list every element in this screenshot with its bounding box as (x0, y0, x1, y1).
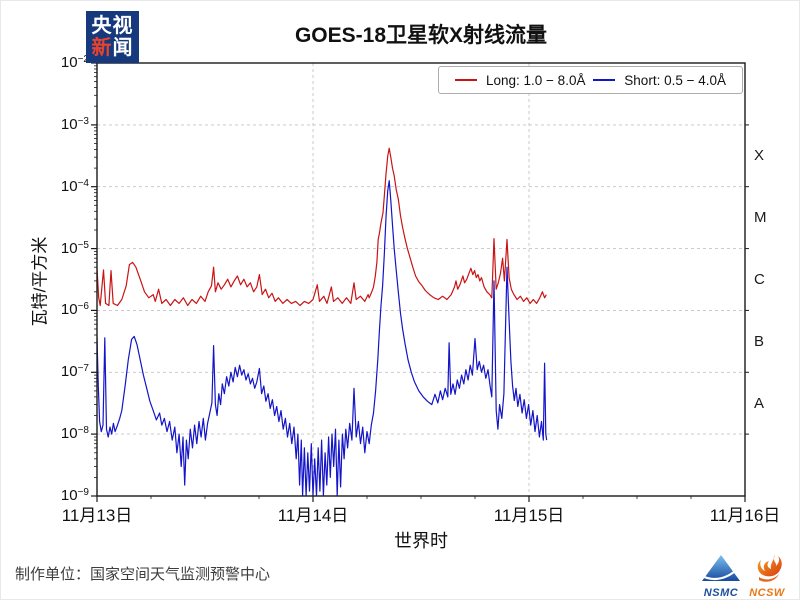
x-tick-label: 11月15日 (493, 506, 565, 525)
flare-class-label-a: A (754, 395, 765, 412)
short-line-sample-icon (593, 79, 616, 81)
legend-item-long: Long: 1.0 − 8.0Å (455, 73, 585, 88)
y-tick-label: 10−6 (60, 301, 89, 318)
legend-label-short: Short: 0.5 − 4.0Å (624, 72, 726, 88)
ncsw-flame-icon (757, 555, 782, 582)
nsmc-triangle-icon (701, 555, 741, 581)
flare-class-label-c: C (754, 271, 765, 288)
y-tick-label: 10−3 (60, 116, 89, 133)
flare-class-label-b: B (754, 333, 765, 350)
nsmc-label: NSMC (703, 587, 739, 599)
credit-text: 制作单位：国家空间天气监测预警中心 (15, 566, 271, 583)
legend: Long: 1.0 − 8.0Å Short: 0.5 − 4.0Å (438, 66, 743, 94)
y-tick-label: 10−9 (60, 487, 89, 504)
x-tick-label: 11月14日 (277, 506, 349, 525)
long-line-sample-icon (455, 79, 477, 81)
y-tick-label: 10−4 (60, 178, 89, 195)
x-axis-label: 世界时 (394, 531, 448, 551)
flare-class-label-x: X (754, 147, 765, 164)
flare-class-label-m: M (754, 209, 767, 226)
nsmc-logo: NSMC (698, 554, 744, 599)
chart-title: GOES-18卫星软X射线流量 (294, 24, 548, 47)
cctv-logo-line1: 央视 (91, 14, 134, 37)
y-tick-label: 10−7 (60, 363, 89, 380)
y-tick-label: 10−8 (60, 425, 89, 442)
cctv-news-logo: 央视 新闻 (86, 11, 139, 63)
legend-item-short: Short: 0.5 − 4.0Å (593, 73, 726, 88)
x-tick-label: 11月16日 (709, 506, 781, 525)
short-series-path (97, 180, 548, 496)
x-tick-label: 11月13日 (61, 506, 133, 525)
cctv-logo-line2: 新闻 (91, 37, 134, 59)
y-tick-label: 10−2 (60, 54, 89, 71)
plot-frame (96, 62, 746, 497)
ncsw-logo: NCSW (746, 553, 788, 599)
y-tick-label: 10−5 (60, 240, 89, 257)
long-series-path (97, 147, 547, 307)
ncsw-label: NCSW (749, 587, 785, 599)
y-axis-label: 瓦特/平方米 (30, 236, 50, 327)
legend-label-long: Long: 1.0 − 8.0Å (486, 72, 586, 88)
